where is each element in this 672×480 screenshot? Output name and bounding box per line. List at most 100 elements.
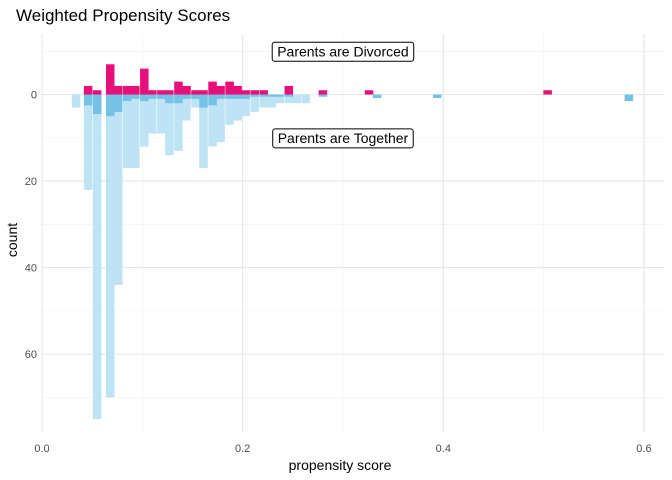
bar-together_weighted bbox=[83, 94, 93, 106]
bar-together_weighted bbox=[148, 94, 157, 99]
annotation-label: Parents are Together bbox=[272, 128, 414, 149]
x-axis-label: propensity score bbox=[289, 457, 392, 473]
bar-together_weighted bbox=[113, 94, 123, 112]
bar-together_weighted bbox=[199, 94, 208, 108]
annotation-text: Parents are Divorced bbox=[277, 43, 409, 59]
bar-together_unweighted bbox=[105, 94, 115, 398]
annotation-box bbox=[271, 41, 415, 62]
bar-together_weighted bbox=[105, 94, 115, 117]
bar-together_weighted bbox=[92, 94, 102, 115]
bar-together_weighted bbox=[259, 94, 268, 97]
bar-together_weighted bbox=[250, 94, 259, 97]
bar-divorced bbox=[543, 90, 552, 95]
bar-divorced bbox=[225, 81, 234, 95]
bar-together_weighted bbox=[157, 94, 166, 99]
bar-together_unweighted bbox=[292, 94, 302, 104]
bar-together_weighted bbox=[275, 94, 285, 97]
bar-together_weighted bbox=[174, 94, 183, 104]
bar-together_weighted bbox=[267, 94, 277, 97]
bar-divorced bbox=[92, 90, 102, 95]
bar-together_unweighted bbox=[233, 94, 242, 121]
bar-together_weighted bbox=[182, 94, 191, 99]
bar-together_weighted bbox=[123, 94, 132, 102]
bar-together_unweighted bbox=[140, 94, 149, 147]
bar-divorced bbox=[131, 85, 140, 95]
bar-together_unweighted bbox=[191, 94, 200, 108]
bar-together_unweighted bbox=[182, 94, 191, 121]
y-axis-label: count bbox=[4, 223, 20, 257]
x-tick-label: 0.0 bbox=[34, 443, 49, 455]
annotation-label: Parents are Divorced bbox=[271, 41, 415, 62]
bar-together_weighted bbox=[372, 94, 382, 99]
bar-together_unweighted bbox=[123, 94, 132, 169]
bar-together_unweighted bbox=[241, 94, 250, 117]
bar-together_unweighted bbox=[71, 94, 81, 108]
bar-together_unweighted bbox=[131, 94, 140, 169]
bar-divorced bbox=[318, 90, 328, 95]
bar-divorced bbox=[191, 90, 200, 95]
bar-divorced bbox=[364, 90, 374, 95]
bar-together_unweighted bbox=[275, 94, 285, 104]
chart-title: Weighted Propensity Scores bbox=[16, 6, 230, 25]
bar-together_weighted bbox=[216, 94, 225, 99]
bar-together_unweighted bbox=[250, 94, 259, 112]
bar-together_unweighted bbox=[225, 94, 234, 125]
bar-divorced bbox=[241, 90, 250, 95]
bar-divorced bbox=[140, 68, 149, 95]
y-tick-label: 20 bbox=[25, 176, 37, 188]
bar-together_unweighted bbox=[113, 94, 123, 285]
bar-together_unweighted bbox=[199, 94, 208, 169]
annotation-box bbox=[272, 128, 414, 149]
bar-together_weighted bbox=[233, 94, 242, 99]
annotation-text: Parents are Together bbox=[278, 130, 409, 146]
bar-divorced bbox=[216, 85, 225, 95]
y-tick-label: 0 bbox=[31, 90, 37, 102]
bar-together_weighted bbox=[225, 94, 234, 99]
bar-divorced bbox=[182, 85, 191, 95]
bar-together_weighted bbox=[284, 94, 294, 97]
bar-together_weighted bbox=[165, 94, 174, 104]
bar-divorced bbox=[284, 85, 294, 95]
bar-divorced bbox=[208, 81, 217, 95]
tick-labels: 0.0 0.2 0.4 0.6 0 20 40 60 bbox=[25, 90, 652, 455]
bar-together_weighted bbox=[241, 94, 250, 99]
bar-together_weighted bbox=[208, 94, 217, 106]
bar-divorced bbox=[250, 90, 259, 95]
bar-together_weighted bbox=[624, 94, 634, 102]
bar-divorced bbox=[165, 90, 174, 95]
bar-divorced bbox=[199, 90, 208, 95]
bar-together_unweighted bbox=[216, 94, 225, 143]
bars bbox=[71, 64, 634, 420]
bar-together_unweighted bbox=[301, 94, 311, 104]
annotations: Parents are Divorced Parents are Together bbox=[271, 41, 415, 149]
bar-divorced bbox=[105, 64, 115, 95]
bar-divorced bbox=[148, 90, 157, 95]
bar-together_unweighted bbox=[83, 94, 93, 190]
bar-together_weighted bbox=[191, 94, 200, 99]
bar-together_unweighted bbox=[174, 94, 183, 151]
bar-together_unweighted bbox=[148, 94, 157, 134]
bar-together_unweighted bbox=[208, 94, 217, 147]
bar-together_weighted bbox=[140, 94, 149, 102]
bar-divorced bbox=[259, 90, 268, 95]
bar-divorced bbox=[113, 85, 123, 95]
bar-together_unweighted bbox=[92, 94, 102, 420]
bar-together_unweighted bbox=[284, 94, 294, 104]
x-tick-label: 0.2 bbox=[235, 443, 250, 455]
bar-together_weighted bbox=[131, 94, 140, 99]
y-tick-label: 60 bbox=[25, 349, 37, 361]
bar-divorced bbox=[123, 85, 132, 95]
bar-divorced bbox=[233, 85, 242, 95]
bar-divorced bbox=[157, 90, 166, 95]
bar-together_weighted bbox=[318, 94, 328, 97]
bar-divorced bbox=[174, 81, 183, 95]
bar-together_weighted bbox=[433, 94, 442, 99]
bar-together_unweighted bbox=[165, 94, 174, 156]
x-tick-label: 0.6 bbox=[636, 443, 651, 455]
bar-together_unweighted bbox=[157, 94, 166, 134]
x-tick-label: 0.4 bbox=[436, 443, 451, 455]
bar-together_unweighted bbox=[259, 94, 268, 108]
bar-together_unweighted bbox=[267, 94, 277, 108]
y-tick-label: 40 bbox=[25, 263, 37, 275]
